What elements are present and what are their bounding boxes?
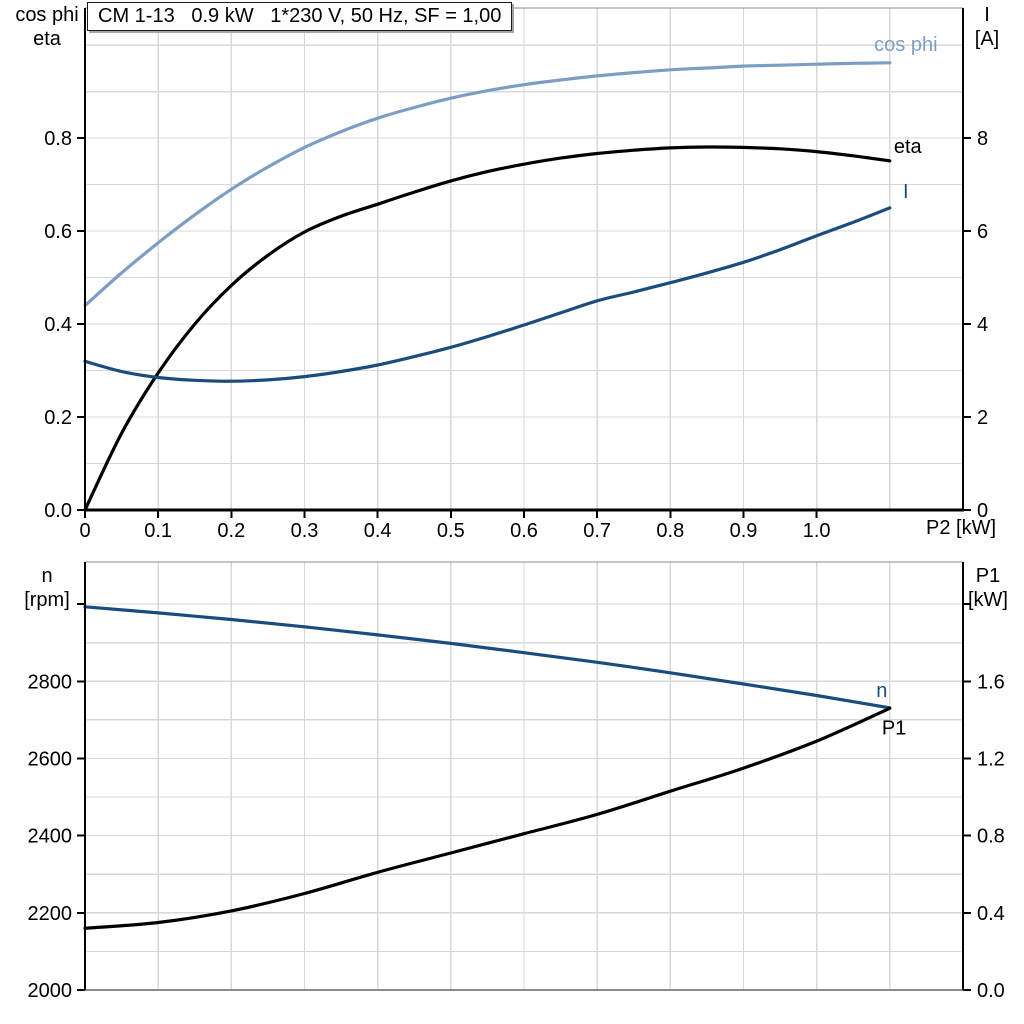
x-tick-label: 0.8: [656, 520, 684, 542]
left-tick-label: 2600: [28, 748, 73, 770]
curve-eta: [83, 145, 892, 512]
axis-title-current: I: [984, 4, 990, 26]
bottom-left-axis-title: n [rpm]: [2, 564, 92, 612]
right-tick-label: 4: [977, 314, 988, 336]
x-tick-label: 0.5: [437, 520, 465, 542]
axis-title-eta: eta: [33, 28, 61, 50]
x-tick-label: 0.6: [510, 520, 538, 542]
x-tick-label: 0.4: [364, 520, 392, 542]
x-tick-label: 0.2: [217, 520, 245, 542]
axis-title-p1: P1: [975, 565, 1001, 587]
left-tick-label: 0.2: [44, 407, 72, 429]
right-tick-label: 0.0: [977, 980, 1005, 1002]
right-tick-label: 0: [977, 500, 988, 522]
axis-title-current-unit: [A]: [974, 28, 1000, 50]
right-tick-label: 1.6: [977, 671, 1005, 693]
curve-label-eta: eta: [894, 136, 923, 158]
right-tick-label: 6: [977, 221, 988, 243]
left-tick-label: 0.4: [44, 314, 72, 336]
right-tick-label: 0.4: [977, 903, 1005, 925]
left-tick-label: 0.6: [44, 221, 72, 243]
curve-cos-phi: [83, 61, 892, 308]
left-tick-label: 2000: [28, 980, 73, 1002]
curve-n: [83, 605, 892, 710]
x-tick-label: 0.7: [583, 520, 611, 542]
axis-title-speed: n: [41, 565, 53, 587]
left-tick-label: 0.8: [44, 128, 72, 150]
curve-i: [83, 206, 892, 383]
curve-label-n: n: [876, 680, 887, 702]
axis-title-p1-unit: [kW]: [968, 589, 1008, 611]
x-tick-label: 0: [79, 520, 90, 542]
bottom-right-axis-title: P1 [kW]: [962, 564, 1014, 612]
x-axis-title-p2: P2 [kW]: [926, 517, 997, 539]
right-tick-label: 2: [977, 407, 988, 429]
x-tick-label: 0.9: [730, 520, 758, 542]
x-tick-label: 0.1: [144, 520, 172, 542]
top-right-axis-title: I [A]: [962, 3, 1012, 51]
curve-label-p1: P1: [882, 717, 906, 739]
right-tick-label: 1.2: [977, 748, 1005, 770]
left-tick-label: 0.0: [44, 500, 72, 522]
left-tick-label: 2200: [28, 903, 73, 925]
right-tick-label: 8: [977, 128, 988, 150]
top-left-axis-title: cos phi eta: [2, 3, 92, 51]
x-tick-label: 0.3: [291, 520, 319, 542]
axis-title-cos-phi: cos phi: [15, 4, 79, 26]
chart-title-box: CM 1-13 0.9 kW 1*230 V, 50 Hz, SF = 1,00: [87, 2, 513, 31]
curve-p1: [83, 706, 892, 930]
right-tick-label: 0.8: [977, 826, 1005, 848]
curve-label-cos-phi: cos phi: [874, 34, 937, 56]
curve-label-i: I: [903, 181, 909, 203]
axis-title-speed-unit: [rpm]: [24, 589, 70, 611]
x-tick-label: 1.0: [803, 520, 831, 542]
left-tick-label: 2800: [28, 671, 73, 693]
left-tick-label: 2400: [28, 826, 73, 848]
